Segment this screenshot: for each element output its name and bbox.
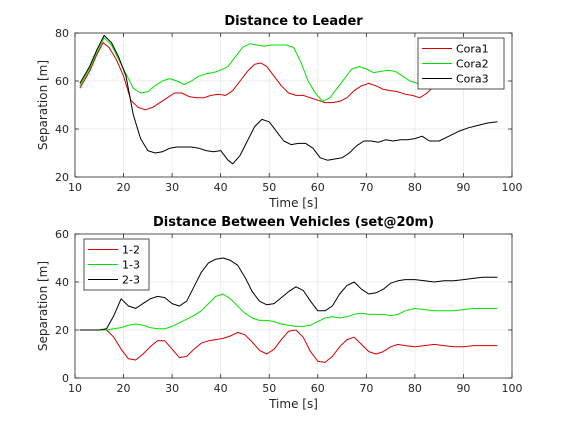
x-tick-label: 90 bbox=[456, 382, 470, 395]
legend-label-2-3: 2-3 bbox=[122, 274, 140, 287]
x-axis-label: Time [s] bbox=[268, 397, 318, 411]
legend-label-Cora1: Cora1 bbox=[456, 43, 489, 56]
legend-label-Cora3: Cora3 bbox=[456, 73, 489, 86]
x-tick-label: 40 bbox=[214, 181, 228, 194]
x-tick-label: 40 bbox=[214, 382, 228, 395]
x-tick-label: 70 bbox=[359, 382, 373, 395]
y-axis-label: Separation [m] bbox=[36, 60, 50, 150]
x-tick-label: 30 bbox=[165, 181, 179, 194]
y-axis-label: Separation [m] bbox=[36, 261, 50, 351]
series-line-1-2 bbox=[79, 329, 498, 363]
y-tick-label: 20 bbox=[55, 324, 69, 337]
x-tick-label: 80 bbox=[408, 181, 422, 194]
x-tick-label: 100 bbox=[502, 181, 523, 194]
legend-label-1-3: 1-3 bbox=[122, 259, 140, 272]
series-line-1-3 bbox=[79, 293, 498, 331]
legend-label-1-2: 1-2 bbox=[122, 244, 140, 257]
x-tick-label: 90 bbox=[456, 181, 470, 194]
chart-2: 10 20 30 40 50 60 70 80 90 100 0 20 40 60 Distance Bet… bbox=[36, 215, 523, 411]
x-tick-label: 10 bbox=[68, 382, 82, 395]
axes-frame bbox=[74, 32, 513, 178]
series-line-Cora2 bbox=[79, 37, 437, 102]
x-axis-label: Time [s] bbox=[268, 196, 318, 210]
x-tick-label: 20 bbox=[117, 382, 131, 395]
chart-title: Distance Between Vehicles (set@20m) bbox=[153, 215, 434, 230]
x-tick-label: 60 bbox=[311, 181, 325, 194]
y-tick-label: 0 bbox=[62, 372, 69, 385]
x-tick-label: 50 bbox=[262, 382, 276, 395]
x-tick-label: 20 bbox=[117, 181, 131, 194]
series-line-2-3 bbox=[79, 257, 498, 331]
y-tick-label: 20 bbox=[55, 171, 69, 184]
x-tick-label: 60 bbox=[311, 382, 325, 395]
series-line-Cora3 bbox=[79, 34, 498, 165]
chart-title: Distance to Leader bbox=[224, 14, 363, 29]
x-tick-label: 50 bbox=[262, 181, 276, 194]
y-tick-label: 60 bbox=[55, 75, 69, 88]
legend-label-Cora2: Cora2 bbox=[456, 58, 489, 71]
y-tick-label: 40 bbox=[55, 123, 69, 136]
y-tick-label: 60 bbox=[55, 228, 69, 241]
series-line-Cora1 bbox=[79, 42, 435, 111]
axes-frame bbox=[74, 233, 513, 379]
x-tick-label: 30 bbox=[165, 382, 179, 395]
x-tick-label: 80 bbox=[408, 382, 422, 395]
x-tick-label: 100 bbox=[502, 382, 523, 395]
x-tick-label: 10 bbox=[68, 181, 82, 194]
legend: Cora1 Cora2 Cora3 bbox=[417, 37, 505, 90]
y-tick-label: 80 bbox=[55, 27, 69, 40]
x-tick-label: 70 bbox=[359, 181, 373, 194]
legend: 1-2 1-3 2-3 bbox=[83, 238, 150, 291]
y-tick-label: 40 bbox=[55, 276, 69, 289]
